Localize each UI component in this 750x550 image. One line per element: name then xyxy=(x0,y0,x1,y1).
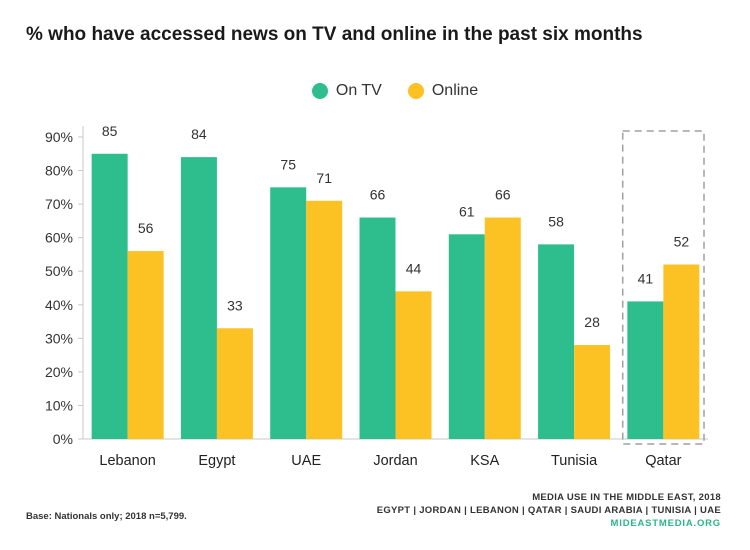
x-tick-label: Tunisia xyxy=(551,453,598,469)
legend-swatch-tv xyxy=(311,83,328,99)
legend: On TV Online xyxy=(0,82,750,100)
y-tick-label: 50% xyxy=(45,263,73,279)
y-tick-label: 30% xyxy=(45,330,73,346)
data-label-tv: 84 xyxy=(191,126,207,142)
legend-swatch-online xyxy=(407,83,424,99)
data-label-online: 56 xyxy=(138,220,154,236)
y-tick-label: 90% xyxy=(45,129,73,145)
y-tick-label: 60% xyxy=(45,230,73,246)
x-tick-label: UAE xyxy=(291,453,321,469)
data-label-online: 71 xyxy=(316,170,332,186)
x-tick-label: Lebanon xyxy=(99,453,155,469)
chart-title: % who have accessed news on TV and onlin… xyxy=(26,24,643,45)
data-label-tv: 75 xyxy=(280,156,296,172)
data-label-tv: 66 xyxy=(370,187,386,203)
source-line-2: EGYPT | JORDAN | LEBANON | QATAR | SAUDI… xyxy=(376,505,721,516)
x-tick-label: Qatar xyxy=(645,453,681,469)
bar-tv-qatar xyxy=(627,301,664,439)
bar-online-egypt xyxy=(216,328,253,439)
y-tick-label: 20% xyxy=(45,364,73,380)
source-block: MEDIA USE IN THE MIDDLE EAST, 2018 EGYPT… xyxy=(377,491,721,530)
bar-tv-ksa xyxy=(448,234,485,439)
bar-tv-lebanon xyxy=(91,153,128,439)
data-label-tv: 85 xyxy=(102,123,118,139)
legend-item-tv: On TV xyxy=(311,82,382,100)
y-tick-label: 80% xyxy=(45,163,73,179)
bar-online-lebanon xyxy=(127,251,164,439)
bar-online-jordan xyxy=(395,291,432,439)
legend-label-tv: On TV xyxy=(335,82,382,99)
data-label-tv: 61 xyxy=(459,203,475,219)
bar-tv-jordan xyxy=(359,217,396,439)
source-line-1: MEDIA USE IN THE MIDDLE EAST, 2018 xyxy=(532,492,721,503)
bar-online-uae xyxy=(306,200,343,439)
x-tick-label: Egypt xyxy=(198,453,235,469)
data-label-online: 52 xyxy=(674,234,690,250)
legend-item-online: Online xyxy=(407,82,479,100)
y-tick-label: 10% xyxy=(45,397,73,413)
bar-tv-uae xyxy=(270,187,307,439)
data-label-online: 33 xyxy=(227,297,243,313)
legend-label-online: Online xyxy=(431,82,479,99)
x-tick-label: Jordan xyxy=(373,453,417,469)
data-label-tv: 58 xyxy=(548,213,564,229)
bar-online-qatar xyxy=(663,264,700,439)
y-tick-label: 40% xyxy=(45,297,73,313)
highlight-box-qatar xyxy=(621,130,705,445)
bar-online-tunisia xyxy=(574,345,611,439)
source-site: MIDEASTMEDIA.ORG xyxy=(610,518,721,529)
data-label-online: 44 xyxy=(406,260,422,276)
bar-online-ksa xyxy=(484,217,521,439)
y-tick-label: 70% xyxy=(45,196,73,212)
x-tick-label: KSA xyxy=(470,453,499,469)
data-label-tv: 41 xyxy=(638,270,654,286)
data-label-online: 28 xyxy=(584,314,600,330)
base-note: Base: Nationals only; 2018 n=5,799. xyxy=(26,511,187,522)
bar-tv-egypt xyxy=(180,157,217,439)
y-tick-label: 0% xyxy=(53,431,73,447)
data-label-online: 66 xyxy=(495,187,511,203)
bar-tv-tunisia xyxy=(538,244,575,439)
